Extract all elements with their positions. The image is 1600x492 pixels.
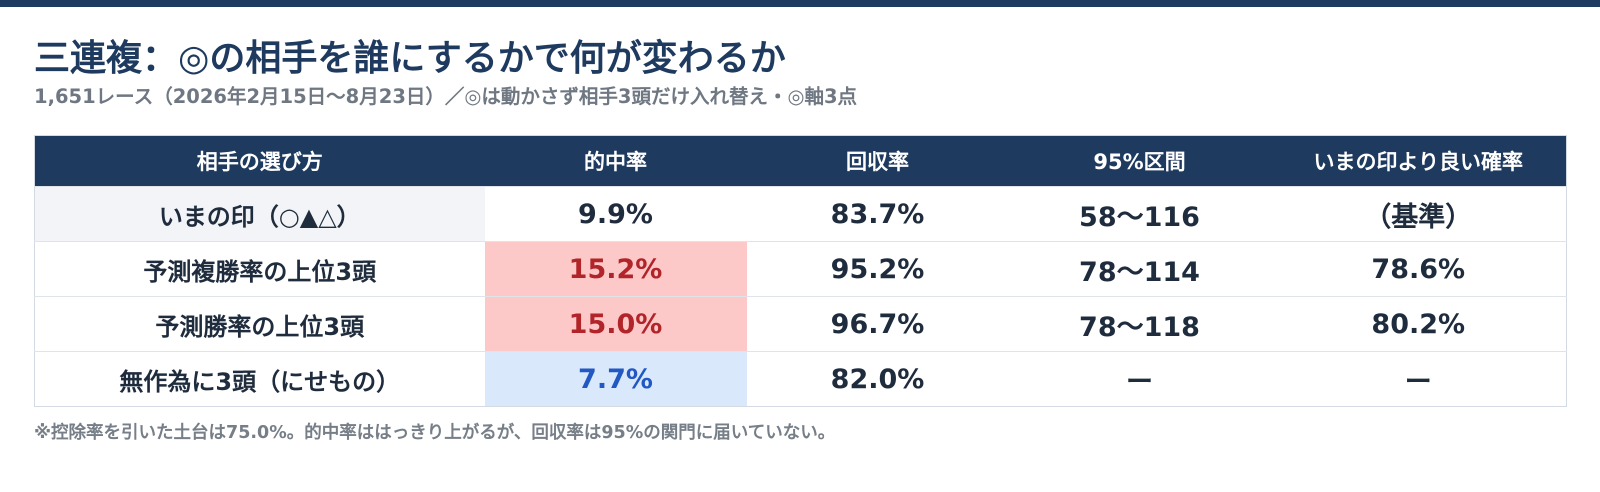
cell-return-rate: 82.0% [746,351,1009,407]
table-row: 予測勝率の上位3頭 15.0% 96.7% 78〜118 80.2% [34,296,1567,352]
cell-method: 予測勝率の上位3頭 [34,296,485,352]
cell-method: 無作為に3頭（にせもの） [34,351,485,407]
cell-better-prob: 80.2% [1270,296,1567,352]
table-header-row: 相手の選び方 的中率 回収率 95%区間 いまの印より良い確率 [34,135,1567,187]
table-row: 予測複勝率の上位3頭 15.2% 95.2% 78〜114 78.6% [34,241,1567,297]
cell-return-rate: 83.7% [746,186,1009,242]
table-row: 無作為に3頭（にせもの） 7.7% 82.0% ー ー [34,351,1567,407]
cell-ci95: 78〜114 [1008,241,1271,297]
header-ci95: 95%区間 [1008,135,1271,187]
cell-ci95: 78〜118 [1008,296,1271,352]
cell-method: いまの印（○▲△） [34,186,485,242]
cell-hit-rate: 7.7% [484,351,747,407]
cell-better-prob: ー [1270,351,1567,407]
header-return-rate: 回収率 [746,135,1009,187]
header-hit-rate: 的中率 [484,135,747,187]
footnote: ※控除率を引いた土台は75.0%。的中率ははっきり上がるが、回収率は95%の関門… [34,423,836,443]
top-accent-bar [0,0,1600,7]
page-title: 三連複：◎の相手を誰にするかで何が変わるか [34,38,786,79]
cell-hit-rate: 15.2% [484,241,747,297]
cell-ci95: ー [1008,351,1271,407]
cell-better-prob: 78.6% [1270,241,1567,297]
page-subtitle: 1,651レース（2026年2月15日〜8月23日）／◎は動かさず相手3頭だけ入… [34,85,858,108]
table-row: いまの印（○▲△） 9.9% 83.7% 58〜116 （基準） [34,186,1567,242]
cell-return-rate: 96.7% [746,296,1009,352]
header-better-prob: いまの印より良い確率 [1270,135,1567,187]
header-method: 相手の選び方 [34,135,485,187]
cell-hit-rate: 15.0% [484,296,747,352]
cell-return-rate: 95.2% [746,241,1009,297]
cell-better-prob: （基準） [1270,186,1567,242]
results-table: 相手の選び方 的中率 回収率 95%区間 いまの印より良い確率 いまの印（○▲△… [34,135,1567,407]
cell-method: 予測複勝率の上位3頭 [34,241,485,297]
cell-ci95: 58〜116 [1008,186,1271,242]
cell-hit-rate: 9.9% [484,186,747,242]
